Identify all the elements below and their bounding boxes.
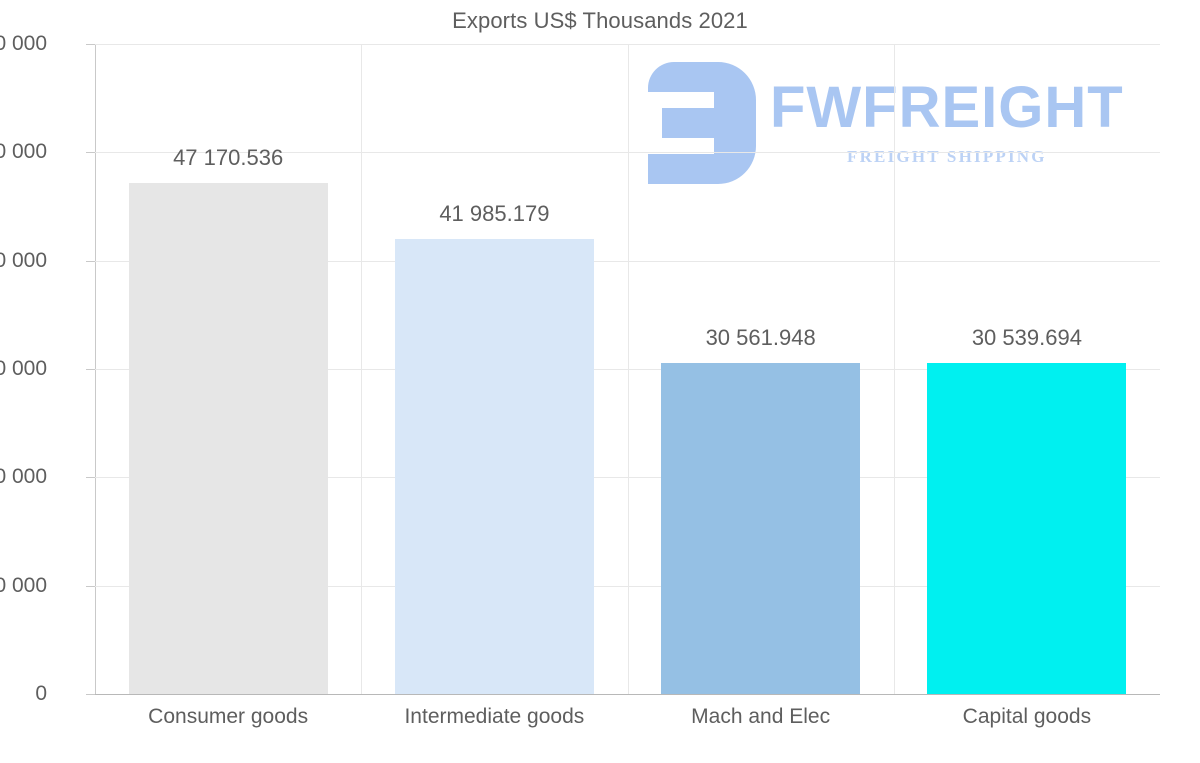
gridline — [95, 585, 1160, 587]
category-divider — [894, 44, 895, 694]
y-axis-tick — [86, 152, 95, 154]
gridline — [95, 369, 1160, 370]
bar[interactable] — [661, 362, 861, 694]
gridline — [95, 260, 1160, 262]
x-axis-label: Consumer goods — [148, 705, 309, 728]
bar-value-label: 30 561.948 — [705, 324, 816, 350]
y-axis-tick — [86, 694, 95, 695]
y-axis-tick — [86, 44, 95, 45]
y-axis-tick — [86, 260, 95, 262]
category-divider — [361, 44, 362, 694]
plot-area: 0 10 000 20 000 30 000 40 000 50 000 60 000 47 … — [0, 32, 1160, 728]
y-axis-label: 10 000 — [0, 573, 47, 597]
x-axis-label: Mach and Elec — [691, 705, 831, 728]
y-axis-label: 50 000 — [0, 140, 47, 164]
y-axis-label: 40 000 — [0, 248, 47, 272]
bar-value-label: 41 985.179 — [439, 201, 550, 227]
y-axis-label: 30 000 — [0, 357, 47, 380]
y-axis-tick — [86, 585, 95, 587]
x-axis-label: Intermediate goods — [404, 705, 585, 728]
chart-title: Exports US$ Thousands 2021 — [452, 8, 748, 33]
y-axis-label: 20 000 — [0, 465, 47, 489]
bar[interactable] — [927, 363, 1127, 694]
bar[interactable] — [128, 183, 328, 694]
bar[interactable] — [394, 239, 594, 694]
gridline — [95, 44, 1160, 45]
y-axis-label: 0 — [35, 682, 47, 705]
gridline — [95, 152, 1160, 154]
bar-value-label: 30 539.694 — [971, 325, 1082, 351]
category-divider — [628, 44, 629, 694]
bar-value-label: 47 170.536 — [173, 144, 284, 170]
x-axis-label: Capital goods — [962, 705, 1092, 728]
gridline — [95, 694, 1160, 695]
y-axis-label: 60 000 — [0, 32, 47, 55]
y-axis-tick — [86, 477, 95, 479]
gridline — [95, 477, 1160, 479]
y-axis-tick — [86, 369, 95, 370]
